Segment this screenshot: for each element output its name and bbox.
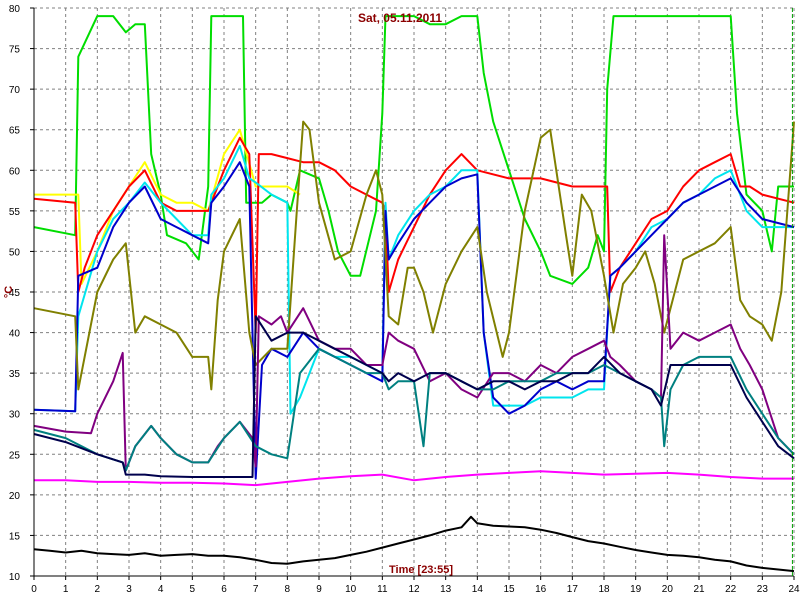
- x-tick-label: 9: [316, 584, 322, 595]
- series-line-11: [33, 515, 795, 573]
- x-tick-label: 16: [535, 584, 547, 595]
- y-tick-label: 75: [9, 45, 21, 56]
- y-tick-label: 35: [9, 369, 21, 380]
- series-line-5: [33, 161, 795, 480]
- y-tick-label: 40: [9, 329, 21, 340]
- x-tick-label: 24: [788, 584, 800, 595]
- y-tick-label: 55: [9, 207, 21, 218]
- x-tick-label: 0: [31, 584, 37, 595]
- y-tick-label: 15: [9, 531, 21, 542]
- y-tick-label: 60: [9, 166, 21, 177]
- x-tick-label: 14: [472, 584, 484, 595]
- x-tick-label: 10: [345, 584, 357, 595]
- x-tick-label: 22: [725, 584, 737, 595]
- series-line-8: [33, 347, 795, 472]
- x-tick-label: 13: [440, 584, 452, 595]
- x-tick-label: 11: [377, 584, 388, 595]
- x-tick-label: 6: [221, 584, 227, 595]
- series-line-9: [33, 315, 795, 478]
- x-tick-label: 3: [126, 584, 132, 595]
- x-tick-label: 7: [253, 584, 259, 595]
- y-tick-label: 30: [9, 410, 21, 421]
- y-axis-unit: °C: [3, 286, 15, 298]
- series-line-10: [34, 470, 794, 487]
- y-tick-label: 70: [9, 85, 21, 96]
- y-tick-label: 20: [9, 491, 21, 502]
- series-line-1: [33, 15, 794, 285]
- x-tick-label: 2: [95, 584, 101, 595]
- x-axis-title: Time [23:55]: [389, 564, 453, 576]
- y-tick-label: 80: [9, 4, 21, 15]
- x-tick-label: 8: [285, 584, 291, 595]
- y-tick-label: 25: [9, 450, 21, 461]
- x-tick-label: 19: [630, 584, 642, 595]
- y-tick-label: 65: [9, 126, 21, 137]
- x-tick-label: 12: [408, 584, 420, 595]
- x-tick-label: 18: [598, 584, 610, 595]
- series-line-6: [33, 120, 795, 391]
- x-tick-label: 17: [567, 584, 579, 595]
- x-tick-label: 4: [158, 584, 164, 595]
- y-tick-label: 45: [9, 288, 21, 299]
- x-tick-label: 20: [662, 584, 674, 595]
- x-tick-label: 15: [503, 584, 515, 595]
- chart-title: Sat, 05.11.2011: [358, 11, 442, 25]
- x-tick-label: 21: [693, 584, 705, 595]
- series-group: [33, 15, 795, 573]
- x-tick-label: 23: [757, 584, 769, 595]
- tick-labels: 0 1 2 3 4 5 6 7 8 9 10 11 12 13 14 15 16 17 18 19 20 21 22 23 24…: [9, 4, 800, 595]
- x-tick-label: 1: [63, 584, 69, 595]
- y-tick-label: 50: [9, 247, 21, 258]
- x-tick-label: 5: [190, 584, 196, 595]
- y-tick-label: 10: [9, 572, 21, 583]
